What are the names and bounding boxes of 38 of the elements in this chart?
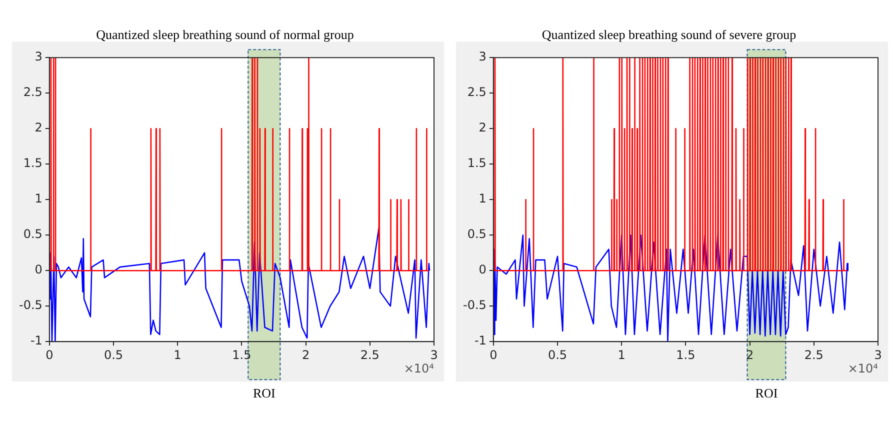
y-tick-label: -0.5 [462,298,486,312]
x-tick-label: 3 [874,348,882,362]
x-tick-label: 0.5 [104,348,124,362]
y-tick-label: 0.5 [23,227,42,242]
y-tick-label: 2.5 [23,85,42,100]
text: ×10⁴ [404,362,434,376]
y-tick-label: 0 [478,262,486,277]
x-tick-label: 2.5 [360,348,380,362]
y-tick-label: 3 [478,50,486,64]
band-label: ROI [252,386,276,401]
x-tick-label: 3 [430,348,438,362]
x-tick-label: 1.5 [232,348,252,362]
x-tick-label: 0 [46,348,54,362]
y-tick-label: -1 [30,334,42,348]
x-tick-label: 0.5 [548,348,568,362]
band-label: ROI [755,386,778,401]
y-tick-label: 2.5 [467,85,486,100]
x-tick-label: 1.5 [676,348,696,362]
y-tick-label: 1 [34,192,42,206]
y-tick-label: 0 [34,262,42,277]
x-tick-label: 0 [490,348,498,362]
text: ×10⁴ [848,362,878,376]
y-tick-label: 1.5 [467,156,486,170]
x-tick-label: 2.5 [804,348,824,362]
x-tick-label: 1 [618,348,626,362]
y-tick-label: 0.5 [467,227,486,242]
y-tick-label: 3 [34,50,42,64]
y-tick-label: -0.5 [18,298,42,312]
x-tick-label: 2 [746,348,754,362]
y-tick-label: 2 [478,120,486,135]
chart-title: Quantized sleep breathing sound of severe group [542,27,796,42]
y-tick-label: 1 [478,192,486,206]
y-tick-label: -1 [474,334,486,348]
y-tick-label: 2 [34,120,42,135]
chart-title: Quantized sleep breathing sound of normal group [96,27,354,42]
x-tick-label: 1 [174,348,182,362]
x-tick-label: 2 [302,348,310,362]
y-tick-label: 1.5 [23,156,42,170]
